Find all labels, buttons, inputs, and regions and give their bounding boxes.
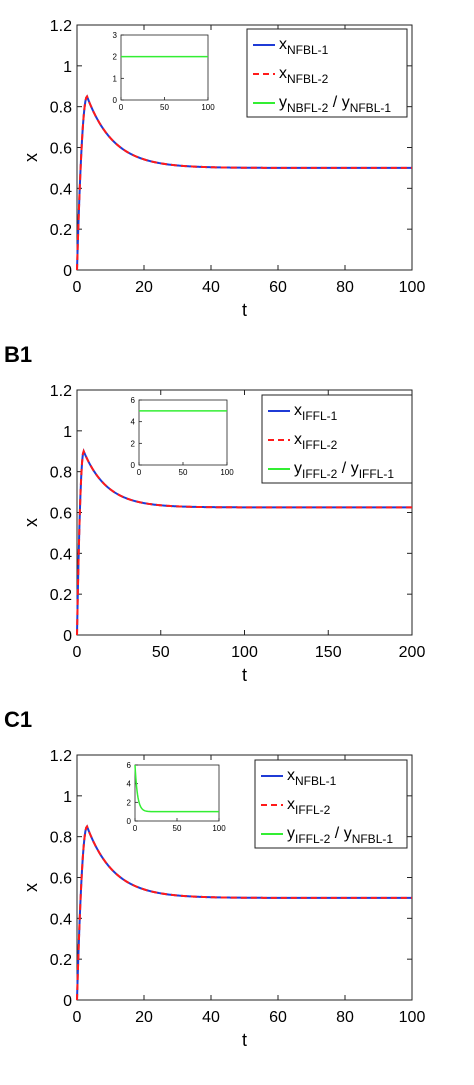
y-tick-label: 0.8 [50,830,72,847]
y-tick-label: 0.4 [50,911,72,928]
x-tick-label: 100 [231,644,258,661]
y-tick-label: 0.8 [50,100,72,117]
inset-y-tick-label: 2 [113,53,118,62]
y-tick-label: 0.6 [50,871,72,888]
inset-y-tick-label: 0 [131,461,136,470]
y-tick-label: 0.4 [50,546,72,563]
y-axis-label: x [21,153,41,162]
x-tick-label: 60 [269,1009,287,1026]
y-tick-label: 0.2 [50,952,72,969]
y-tick-label: 1 [63,789,72,806]
y-tick-label: 0.8 [50,465,72,482]
x-tick-label: 100 [399,1009,426,1026]
chart-a: 0 20 40 60 80 100 0 0.2 0.4 0.6 0.8 1 1.2 t x 0 50 100 0 1 2… [21,18,426,320]
chart-c1: 0 20 40 60 80 100 0 0.2 0.4 0.6 0.8 1 1.2 t x 0 50 100 0 2 4… [21,748,426,1050]
x-tick-label: 0 [73,644,82,661]
legend-entry-label: xIFFL-1 [294,402,338,423]
inset-plot-area [138,399,228,466]
x-tick-label: 80 [336,1009,354,1026]
inset-x-tick-label: 50 [160,103,169,112]
inset-plot-area [120,34,209,101]
inset-x-tick-label: 0 [137,468,142,477]
series-line-2 [76,448,412,636]
inset-y-tick-label: 6 [127,761,132,770]
x-tick-label: 40 [202,1009,220,1026]
y-tick-label: 0.2 [50,587,72,604]
y-tick-label: 1.2 [50,18,72,35]
inset-x-tick-label: 50 [179,468,188,477]
x-tick-label: 20 [135,1009,153,1026]
legend-entry-label: yNBFL-2 / yNFBL-1 [279,94,391,115]
inset-ratio-line [134,764,219,813]
y-tick-label: 0.6 [50,506,72,523]
inset-x-tick-label: 100 [201,103,215,112]
x-tick-label: 150 [315,644,342,661]
panel-b1: B1 0 50 100 150 200 0 0.2 0.4 0.6 0.8 1 1.2 t x 0 50 100… [0,340,474,705]
y-tick-label: 0 [63,993,72,1010]
chart-b1: 0 50 100 150 200 0 0.2 0.4 0.6 0.8 1 1.2 t x 0 50 100 0 2 4… [21,383,426,685]
x-tick-label: 80 [336,279,354,296]
inset-x-tick-label: 100 [212,824,226,833]
x-axis-label: t [242,1030,247,1050]
y-tick-label: 0 [63,263,72,280]
y-tick-label: 1 [63,424,72,441]
inset-y-tick-label: 0 [113,96,118,105]
y-tick-label: 1.2 [50,748,72,765]
panel-a: 0 20 40 60 80 100 0 0.2 0.4 0.6 0.8 1 1.2 t x 0 50 100 0 1 2… [0,0,474,340]
inset-y-tick-label: 4 [131,418,136,427]
x-tick-label: 20 [135,279,153,296]
y-tick-label: 0.2 [50,222,72,239]
legend-entry-label: xNFBL-1 [279,36,329,57]
x-axis-label: t [242,665,247,685]
inset-plot-area [134,764,220,822]
inset-x-tick-label: 0 [119,103,124,112]
inset-y-tick-label: 4 [127,780,132,789]
inset-x-tick-label: 50 [173,824,182,833]
legend-entry-label: yIFFL-2 / yIFFL-1 [294,460,394,481]
y-tick-label: 0 [63,628,72,645]
inset-y-tick-label: 2 [127,798,132,807]
inset-x-tick-label: 0 [133,824,138,833]
x-axis-label: t [242,300,247,320]
y-tick-label: 1.2 [50,383,72,400]
x-tick-label: 60 [269,279,287,296]
x-tick-label: 40 [202,279,220,296]
y-axis-label: x [21,518,41,527]
x-tick-label: 0 [73,279,82,296]
inset-y-tick-label: 2 [131,439,136,448]
y-axis-label: x [21,883,41,892]
panel-c1: C1 0 20 40 60 80 100 0 0.2 0.4 0.6 0.8 1 1.2 t x 0 50 100… [0,705,474,1080]
y-tick-label: 0.6 [50,141,72,158]
legend-entry-label: xNFBL-1 [287,767,337,788]
inset-y-tick-label: 6 [131,396,136,405]
inset-y-tick-label: 3 [113,31,118,40]
panel-label-b1: B1 [4,342,33,367]
legend-entry-label: xNFBL-2 [279,65,329,86]
y-tick-label: 0.4 [50,181,72,198]
x-tick-label: 100 [399,279,426,296]
inset-y-tick-label: 0 [127,817,132,826]
inset-y-tick-label: 1 [113,74,118,83]
legend-entry-label: xIFFL-2 [287,796,331,817]
series-line-2 [76,94,412,271]
y-tick-label: 1 [63,59,72,76]
x-tick-label: 0 [73,1009,82,1026]
legend-entry-label: xIFFL-2 [294,431,338,452]
inset-x-tick-label: 100 [220,468,234,477]
x-tick-label: 50 [152,644,170,661]
panel-label-c1: C1 [4,707,33,732]
legend-entry-label: yIFFL-2 / yNFBL-1 [287,825,393,846]
x-tick-label: 200 [399,644,426,661]
series-line-2 [76,824,412,1001]
